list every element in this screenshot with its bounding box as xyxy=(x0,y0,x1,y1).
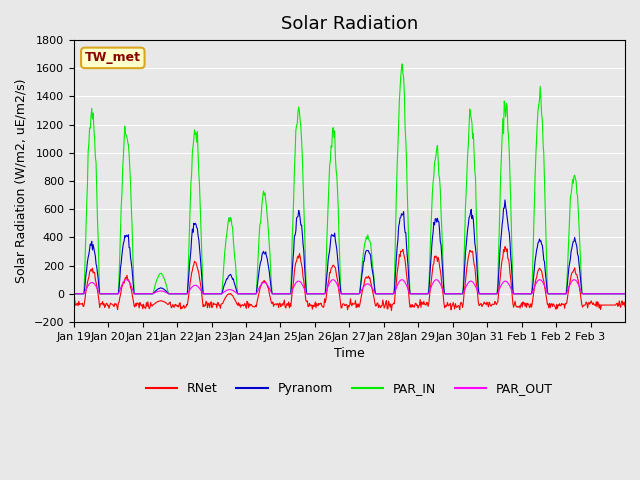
Pyranom xyxy=(621,291,629,297)
RNet xyxy=(438,281,445,287)
Pyranom xyxy=(70,291,77,297)
Pyranom xyxy=(284,291,292,297)
Line: PAR_OUT: PAR_OUT xyxy=(74,280,625,294)
PAR_OUT xyxy=(438,284,445,290)
PAR_IN xyxy=(134,291,142,297)
Pyranom xyxy=(263,255,271,261)
PAR_OUT xyxy=(70,291,77,297)
RNet xyxy=(134,301,142,307)
PAR_OUT xyxy=(407,291,415,297)
RNet xyxy=(236,301,244,307)
Line: RNet: RNet xyxy=(74,247,625,311)
Line: Pyranom: Pyranom xyxy=(74,200,625,294)
PAR_OUT xyxy=(264,283,271,288)
PAR_IN xyxy=(407,291,415,297)
Legend: RNet, Pyranom, PAR_IN, PAR_OUT: RNet, Pyranom, PAR_IN, PAR_OUT xyxy=(141,377,558,400)
PAR_IN xyxy=(398,61,406,67)
X-axis label: Time: Time xyxy=(334,347,365,360)
Pyranom xyxy=(406,291,414,297)
Pyranom xyxy=(134,291,142,297)
PAR_OUT xyxy=(237,291,244,297)
RNet xyxy=(407,302,415,308)
Line: PAR_IN: PAR_IN xyxy=(74,64,625,294)
PAR_OUT xyxy=(122,277,130,283)
RNet xyxy=(621,304,629,310)
RNet xyxy=(70,298,77,304)
RNet xyxy=(263,282,271,288)
PAR_IN xyxy=(438,225,445,231)
Pyranom xyxy=(501,197,509,203)
PAR_IN xyxy=(621,291,629,297)
PAR_IN xyxy=(70,291,77,297)
PAR_OUT xyxy=(135,291,143,297)
Title: Solar Radiation: Solar Radiation xyxy=(281,15,418,33)
RNet xyxy=(388,308,396,313)
PAR_IN xyxy=(236,291,244,297)
PAR_IN xyxy=(284,291,292,297)
Text: TW_met: TW_met xyxy=(85,51,141,64)
PAR_IN xyxy=(263,212,271,218)
Pyranom xyxy=(236,291,244,297)
RNet xyxy=(501,244,509,250)
PAR_OUT xyxy=(621,291,629,297)
Y-axis label: Solar Radiation (W/m2, uE/m2/s): Solar Radiation (W/m2, uE/m2/s) xyxy=(15,79,28,283)
RNet xyxy=(284,303,292,309)
Pyranom xyxy=(437,242,445,248)
PAR_OUT xyxy=(285,291,292,297)
